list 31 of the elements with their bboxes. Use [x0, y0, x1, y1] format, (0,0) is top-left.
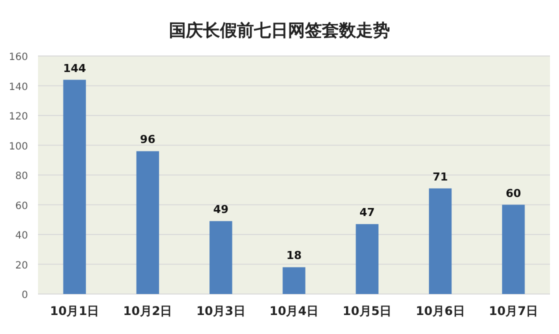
- y-tick-label: 40: [15, 230, 28, 242]
- chart-title: 国庆长假前七日网签套数走势: [169, 21, 390, 41]
- x-tick-label: 10月5日: [342, 304, 392, 318]
- data-label: 96: [140, 133, 156, 146]
- x-tick-label: 10月6日: [416, 304, 465, 318]
- data-label: 47: [359, 206, 375, 220]
- y-tick-label: 120: [8, 112, 28, 122]
- y-tick-label: 100: [8, 141, 28, 152]
- x-tick-label: 10月4日: [269, 304, 319, 318]
- x-tick-label: 10月2日: [123, 304, 172, 318]
- y-tick-label: 140: [8, 82, 28, 93]
- bar: [63, 80, 86, 294]
- bar: [136, 151, 160, 294]
- y-tick-label: 160: [8, 52, 28, 63]
- bar: [210, 221, 232, 294]
- data-label: 144: [63, 62, 86, 75]
- x-tick-label: 10月3日: [196, 304, 246, 318]
- bar: [502, 204, 525, 294]
- data-label: 18: [286, 249, 302, 262]
- x-tick-label: 10月1日: [50, 304, 100, 318]
- data-label: 71: [432, 170, 448, 184]
- y-tick-label: 80: [15, 171, 28, 182]
- data-label: 60: [506, 186, 522, 200]
- y-tick-label: 20: [15, 260, 28, 272]
- bar: [356, 224, 378, 294]
- x-tick-label: 10月7日: [488, 304, 538, 318]
- data-label: 49: [213, 203, 229, 216]
- y-tick-label: 0: [22, 290, 28, 301]
- y-tick-label: 60: [15, 200, 28, 212]
- bar: [428, 188, 452, 294]
- bar: [282, 267, 306, 294]
